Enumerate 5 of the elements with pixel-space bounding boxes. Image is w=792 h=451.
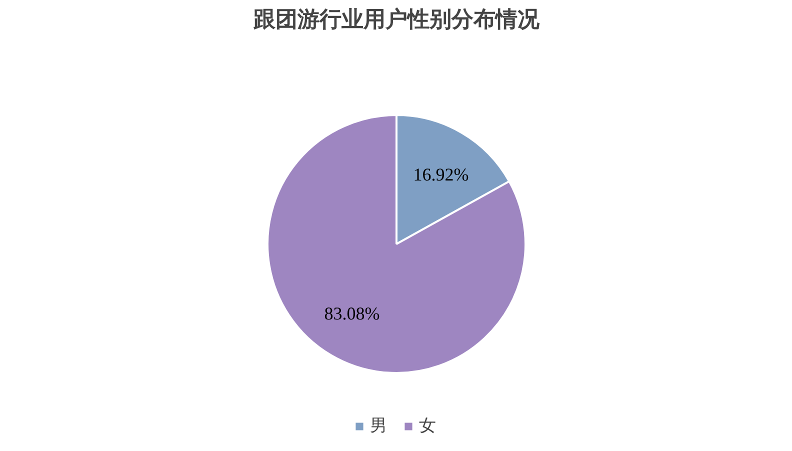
legend-label: 女: [419, 415, 437, 437]
data-label: 16.92%: [413, 164, 469, 185]
legend-label: 男: [370, 415, 388, 437]
data-label: 83.08%: [324, 303, 380, 324]
chart-title: 跟团游行业用户性别分布情况: [252, 6, 540, 32]
